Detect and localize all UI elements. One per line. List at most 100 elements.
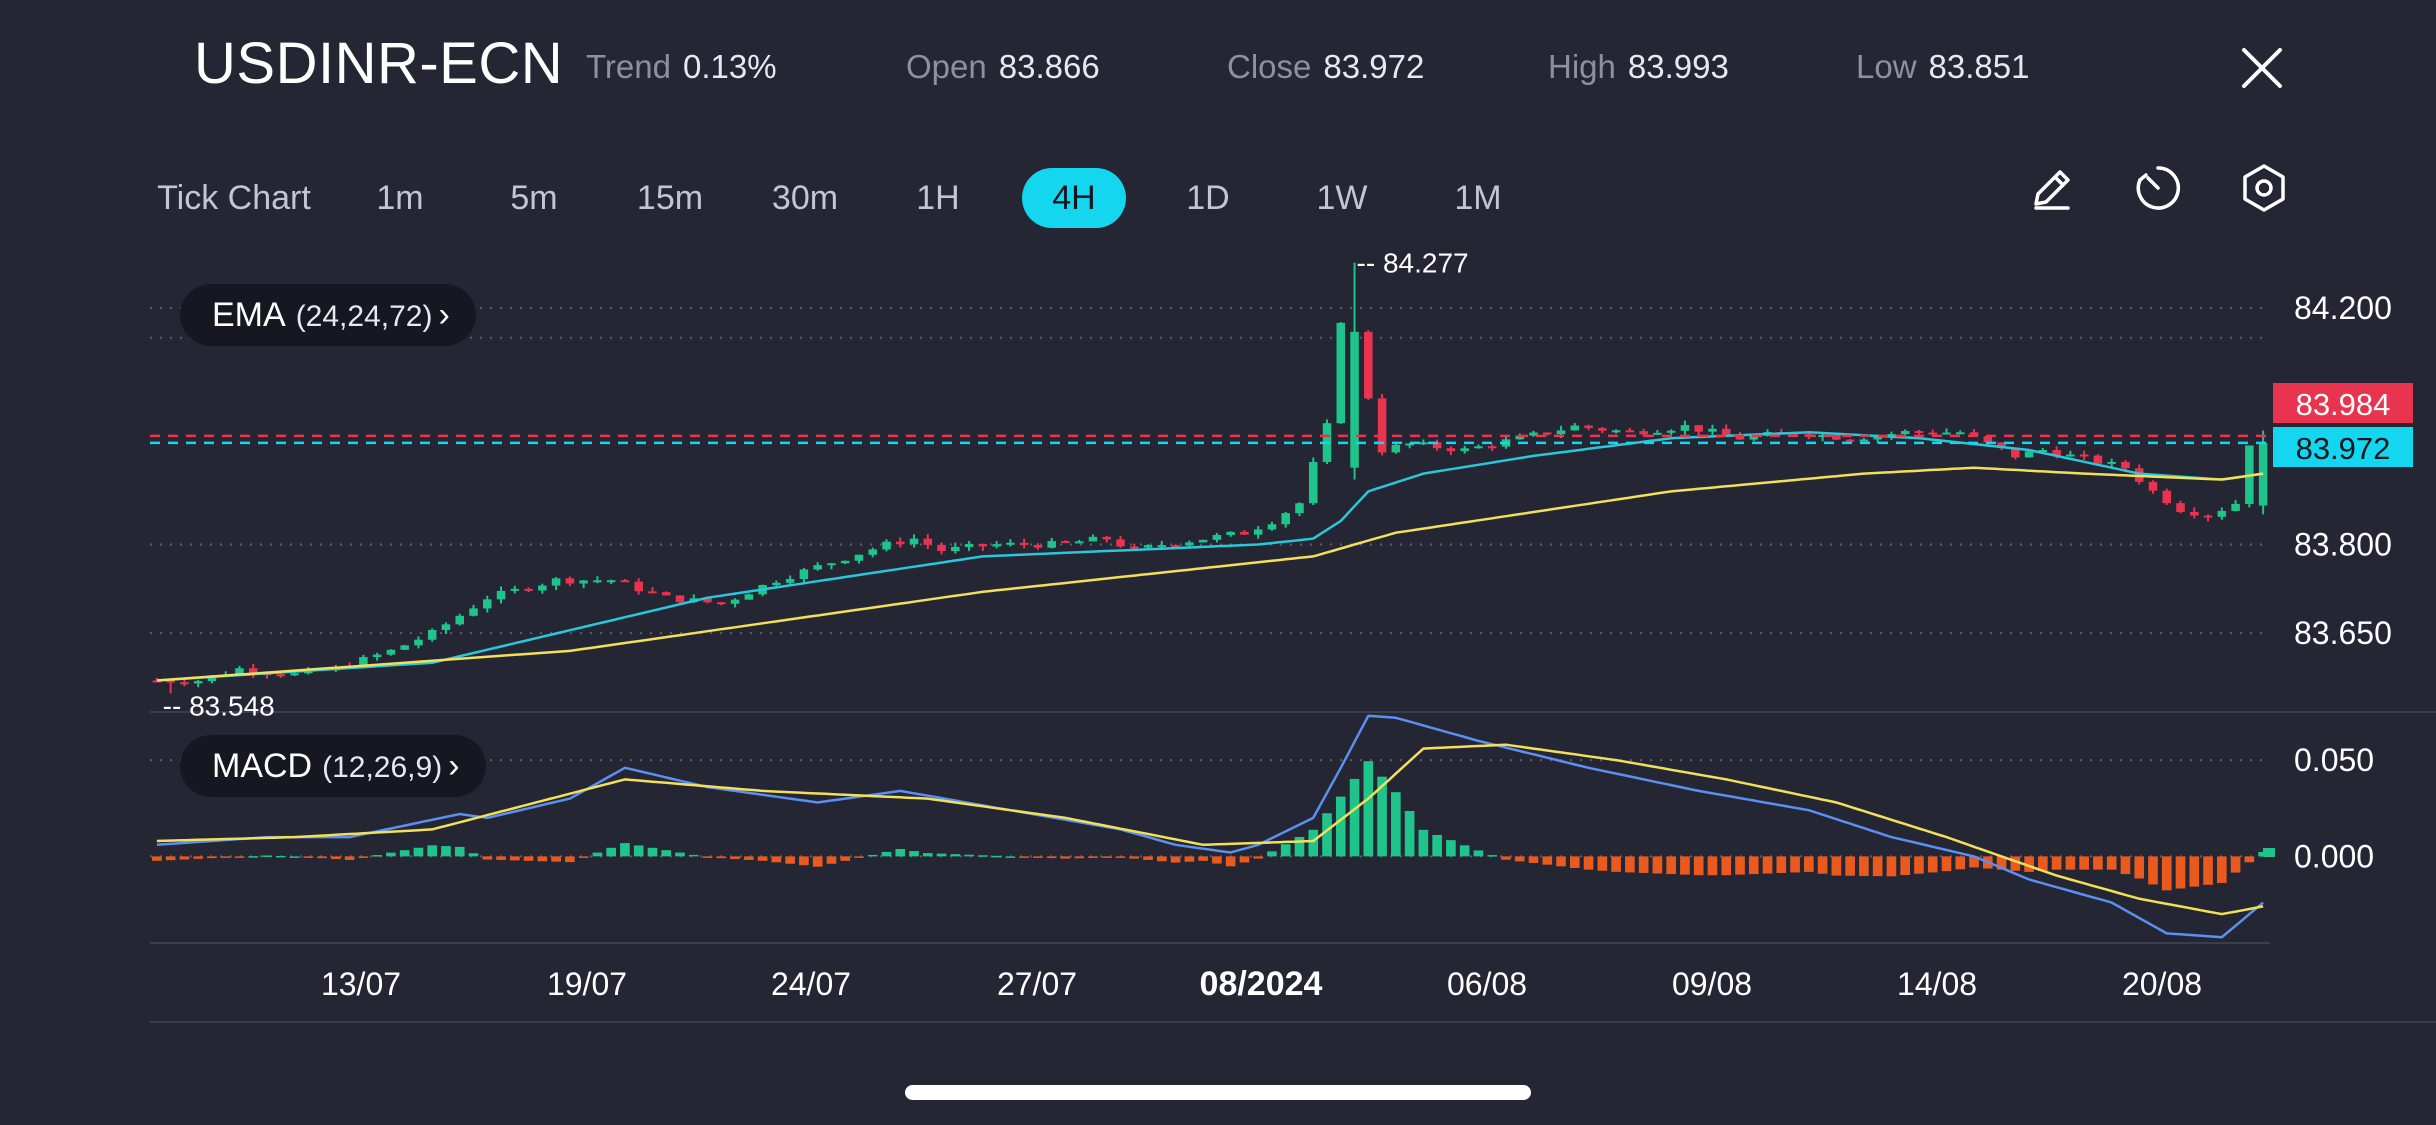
timeframe-1d[interactable]: 1D bbox=[1186, 179, 1230, 217]
candle-body bbox=[744, 594, 754, 600]
candle-body bbox=[538, 585, 547, 591]
candle-body bbox=[1859, 439, 1869, 442]
macd-name: MACD bbox=[212, 747, 313, 785]
ema-indicator-pill[interactable]: EMA (24,24,72) › bbox=[180, 284, 476, 346]
candle-body bbox=[1529, 432, 1538, 436]
candle-body bbox=[992, 544, 1001, 547]
price-tick-label: 83.800 bbox=[2294, 527, 2392, 563]
macd-histogram-bar bbox=[1721, 856, 1732, 876]
close-x-icon[interactable] bbox=[2236, 42, 2288, 94]
macd-histogram-bar bbox=[1556, 856, 1566, 867]
candle-body bbox=[964, 544, 974, 547]
time-tick-label: 20/08 bbox=[2122, 966, 2202, 1002]
macd-histogram-bar bbox=[2106, 856, 2117, 870]
timeframe-1w[interactable]: 1W bbox=[1316, 179, 1368, 217]
macd-axis: 0.050 0.000 bbox=[2294, 742, 2374, 874]
candle-body bbox=[359, 657, 368, 668]
candle-body bbox=[565, 578, 575, 584]
macd-histogram-bar bbox=[234, 856, 245, 858]
symbol-title: USDINR-ECN bbox=[194, 31, 564, 96]
macd-params: (12,26,9) bbox=[322, 751, 443, 784]
timeframe-5m[interactable]: 5m bbox=[510, 179, 558, 217]
macd-histogram-bar bbox=[1459, 845, 1470, 857]
macd-histogram-bar bbox=[1611, 856, 1621, 872]
macd-last-marker bbox=[2263, 848, 2275, 857]
macd-histogram-bar bbox=[675, 852, 685, 857]
macd-histogram-bar bbox=[1583, 856, 1594, 870]
candle-body bbox=[469, 608, 478, 616]
timeframe-1mo[interactable]: 1M bbox=[1454, 179, 1502, 217]
macd-histogram-bar bbox=[551, 856, 561, 862]
candle-body bbox=[2203, 515, 2213, 518]
macd-histogram-bar bbox=[1817, 856, 1828, 874]
macd-histogram-bar bbox=[1170, 856, 1181, 863]
candle-body bbox=[1143, 545, 1153, 548]
macd-histogram-bar bbox=[1680, 856, 1690, 875]
low-marker-label: -- 83.548 bbox=[163, 690, 275, 721]
price-tag-label: 83.972 bbox=[2296, 431, 2391, 466]
macd-histogram-bar bbox=[2065, 856, 2076, 870]
macd-histogram-bar bbox=[2189, 856, 2200, 887]
macd-histogram-bar bbox=[152, 856, 162, 861]
candle-body bbox=[1955, 432, 1965, 435]
candle-body bbox=[1047, 541, 1056, 548]
macd-histogram-bar bbox=[1418, 829, 1429, 857]
candle-body bbox=[290, 673, 299, 676]
macd-histogram-bar bbox=[207, 856, 217, 859]
pencil-icon[interactable] bbox=[2024, 160, 2080, 216]
macd-histogram-bar bbox=[1377, 776, 1387, 857]
timeframe-tick-chart[interactable]: Tick Chart bbox=[157, 179, 311, 217]
macd-histogram-bar bbox=[950, 854, 961, 857]
candle-body bbox=[1432, 442, 1442, 449]
candle-body bbox=[1653, 432, 1662, 435]
macd-histogram-bar bbox=[978, 855, 988, 857]
candle-body bbox=[799, 569, 809, 580]
candle-body bbox=[1460, 448, 1469, 452]
candle-body bbox=[1157, 545, 1167, 548]
candle-body bbox=[1364, 331, 1373, 399]
candle-body bbox=[895, 541, 905, 545]
macd-histogram-bar bbox=[427, 845, 438, 857]
close-label: Close bbox=[1227, 48, 1312, 85]
settings-hexagon-icon[interactable] bbox=[2236, 160, 2292, 216]
macd-histogram-bar bbox=[331, 856, 341, 860]
timeframe-4h[interactable]: 4H bbox=[1022, 168, 1126, 228]
chevron-right-icon: › bbox=[448, 747, 460, 785]
macd-histogram-bar bbox=[454, 846, 465, 857]
macd-histogram-bar bbox=[826, 856, 837, 864]
macd-histogram-bar bbox=[2093, 856, 2103, 870]
macd-histogram-bar bbox=[1225, 856, 1236, 867]
candle-body bbox=[868, 549, 877, 555]
candle-body bbox=[1088, 536, 1098, 542]
timeframe-15m[interactable]: 15m bbox=[636, 179, 704, 217]
macd-histogram-bar bbox=[1542, 856, 1553, 865]
macd-histogram-bar bbox=[1143, 856, 1153, 860]
macd-histogram-bar bbox=[1473, 850, 1484, 857]
timeframe-1m[interactable]: 1m bbox=[376, 179, 424, 217]
macd-histogram-bar bbox=[2230, 856, 2241, 873]
macd-histogram-bar bbox=[1404, 810, 1415, 857]
candle-body bbox=[1446, 448, 1456, 452]
time-tick-label: 27/07 bbox=[997, 966, 1077, 1002]
candle-body bbox=[593, 580, 602, 583]
macd-histogram-bar bbox=[716, 856, 727, 859]
macd-histogram-bar bbox=[344, 856, 355, 860]
candle-body bbox=[427, 629, 437, 640]
home-indicator[interactable] bbox=[905, 1085, 1531, 1100]
macd-histogram-bar bbox=[1969, 856, 1979, 868]
low-stat: Low 83.851 bbox=[1856, 48, 2029, 86]
timer-icon[interactable] bbox=[2130, 160, 2186, 216]
timeframe-1h[interactable]: 1H bbox=[916, 179, 960, 217]
macd-indicator-pill[interactable]: MACD (12,26,9) › bbox=[180, 735, 486, 797]
candle-body bbox=[1543, 432, 1552, 435]
macd-histogram-bar bbox=[1432, 834, 1442, 857]
macd-histogram-bar bbox=[1060, 856, 1071, 859]
macd-histogram-bar bbox=[1253, 856, 1263, 859]
macd-histogram-bar bbox=[922, 853, 933, 857]
macd-histogram-bar bbox=[1735, 856, 1745, 875]
timeframe-30m[interactable]: 30m bbox=[771, 179, 839, 217]
candle-body bbox=[1708, 428, 1717, 432]
macd-histogram-bar bbox=[964, 854, 974, 857]
candle-body bbox=[1694, 425, 1703, 432]
macd-histogram-bar bbox=[2217, 856, 2227, 883]
